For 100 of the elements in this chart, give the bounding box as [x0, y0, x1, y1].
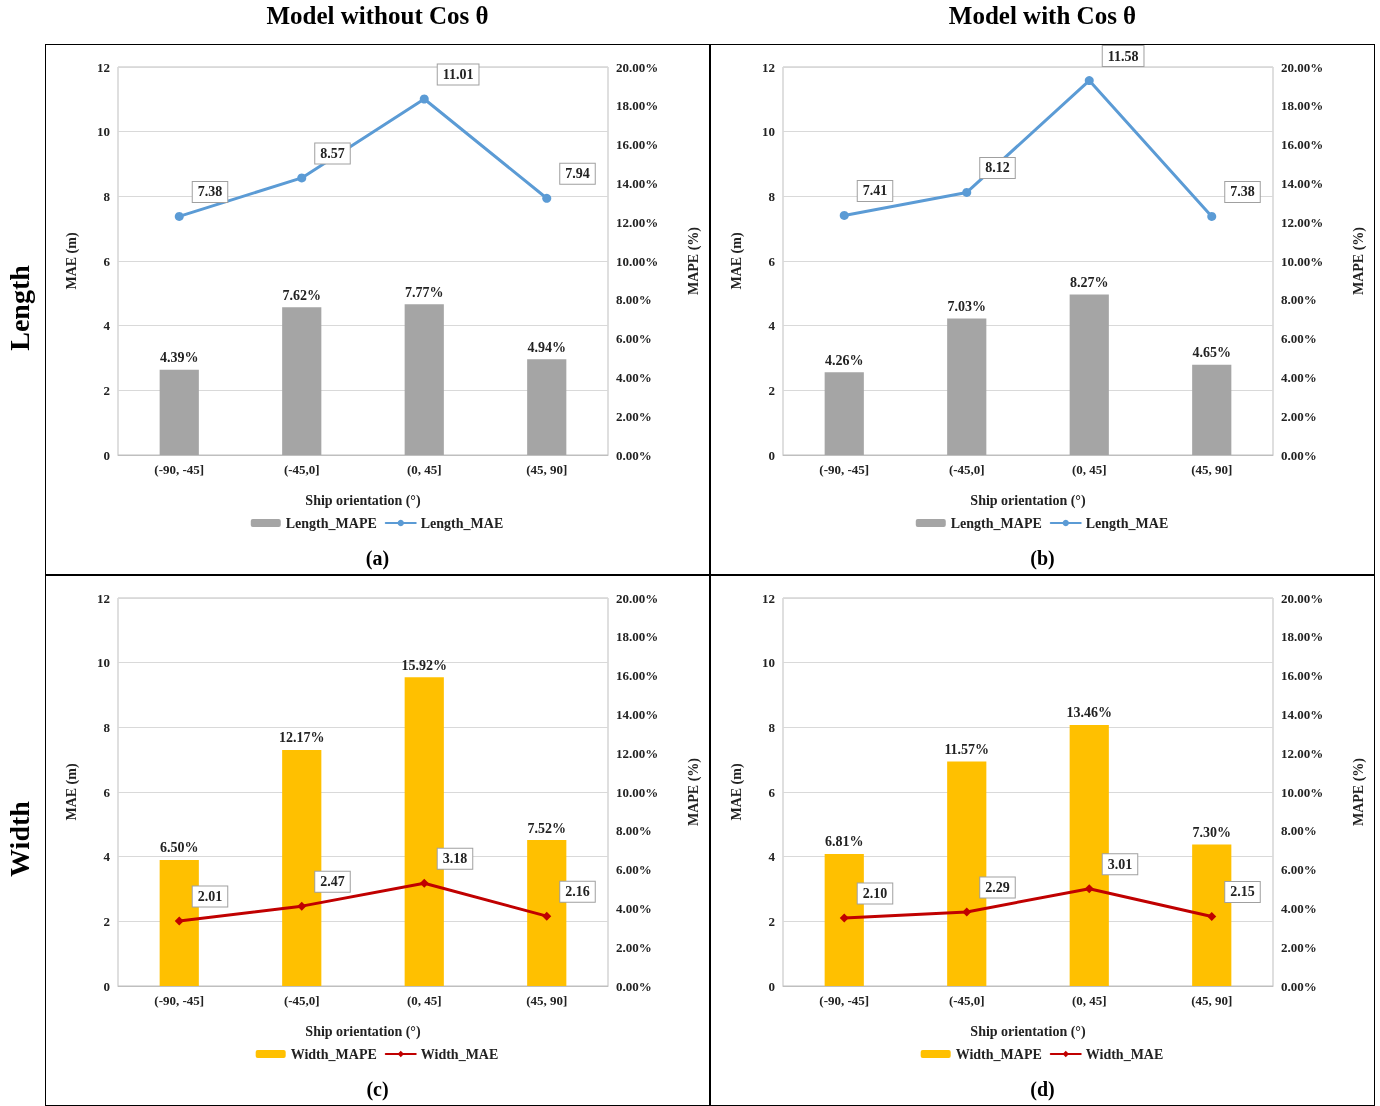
- x-tick-label: (0, 45]: [406, 993, 442, 1008]
- data-label: 7.52%: [527, 820, 566, 836]
- point: [839, 210, 849, 220]
- x-tick-label: (-90, -45]: [154, 993, 205, 1008]
- y2-tick-label: 18.00%: [1281, 629, 1324, 645]
- y-tick-label: 2: [103, 382, 110, 398]
- y2-tick-label: 2.00%: [1281, 939, 1317, 955]
- x-tick-label: (-45,0]: [283, 993, 320, 1008]
- x-tick-label: (45, 90]: [526, 462, 568, 477]
- legend-label: Width_MAE: [1085, 1046, 1164, 1062]
- point: [1084, 76, 1094, 86]
- y2-axis-title: MAPE (%): [685, 226, 702, 296]
- legend-label: Width_MAPE: [955, 1046, 1042, 1062]
- data-label: 13.46%: [1066, 705, 1112, 721]
- y-axis-title: MAE (m): [63, 232, 80, 290]
- legend-label: Length_MAE: [1085, 515, 1169, 531]
- data-label: 7.38: [197, 184, 223, 200]
- data-label: 11.01: [442, 67, 474, 83]
- data-label: 3.01: [1107, 856, 1133, 872]
- y2-tick-label: 16.00%: [1281, 668, 1324, 684]
- y2-tick-label: 8.00%: [616, 823, 652, 839]
- x-tick-label: (-90, -45]: [819, 993, 870, 1008]
- y2-tick-label: 20.00%: [616, 590, 659, 606]
- y-tick-label: 12: [97, 590, 110, 606]
- legend-label: Width_MAE: [420, 1046, 499, 1062]
- bar: [1192, 844, 1232, 986]
- point: [419, 878, 429, 888]
- text: (c): [365, 1078, 390, 1101]
- y2-tick-label: 6.00%: [616, 862, 652, 878]
- data-label: 4.39%: [160, 350, 199, 366]
- bar: [1192, 364, 1232, 455]
- y2-tick-label: 10.00%: [1281, 784, 1324, 800]
- y2-axis-title: MAPE (%): [1350, 757, 1367, 827]
- y2-tick-label: 18.00%: [616, 98, 659, 114]
- data-label: 6.81%: [825, 834, 864, 850]
- legend-label: Length_MAE: [420, 515, 504, 531]
- x-tick-label: (-45,0]: [283, 462, 320, 477]
- data-label: 7.41: [862, 183, 888, 199]
- y-tick-label: 12: [762, 590, 775, 606]
- bar: [282, 307, 322, 455]
- text: Width: [4, 799, 36, 879]
- y2-tick-label: 0.00%: [1281, 447, 1317, 463]
- y-tick-label: 0: [103, 978, 110, 994]
- x-tick-label: (0, 45]: [406, 462, 442, 477]
- y-tick-label: 10: [762, 124, 775, 140]
- y-tick-label: 6: [768, 253, 776, 269]
- y2-tick-label: 6.00%: [1281, 331, 1317, 347]
- y2-tick-label: 10.00%: [1281, 253, 1324, 269]
- bar: [947, 318, 987, 455]
- y2-tick-label: 0.00%: [616, 978, 652, 994]
- data-label: 4.65%: [1192, 345, 1231, 361]
- y-tick-label: 0: [768, 978, 775, 994]
- data-label: 7.77%: [405, 284, 444, 300]
- y-tick-label: 2: [768, 913, 775, 929]
- bar: [159, 369, 199, 455]
- y-tick-label: 12: [762, 59, 775, 75]
- y-tick-label: 4: [103, 318, 111, 334]
- y2-tick-label: 4.00%: [1281, 369, 1317, 385]
- point: [542, 911, 552, 921]
- data-label: 8.12: [985, 160, 1010, 176]
- y2-tick-label: 14.00%: [1281, 175, 1324, 191]
- y2-tick-label: 12.00%: [1281, 214, 1324, 230]
- bar: [947, 761, 987, 986]
- y2-tick-label: 14.00%: [616, 706, 659, 722]
- y-tick-label: 0: [768, 447, 775, 463]
- y2-tick-label: 2.00%: [1281, 408, 1317, 424]
- y2-tick-label: 0.00%: [616, 447, 652, 463]
- data-label: 3.18: [442, 851, 468, 867]
- x-tick-label: (0, 45]: [1071, 993, 1107, 1008]
- y-tick-label: 2: [768, 382, 775, 398]
- data-label: 15.92%: [401, 657, 447, 673]
- point: [297, 901, 307, 911]
- y2-axis-title: MAPE (%): [1350, 226, 1367, 296]
- data-label: 2.01: [197, 889, 223, 905]
- y-tick-label: 12: [97, 59, 110, 75]
- y2-tick-label: 8.00%: [1281, 823, 1317, 839]
- y-tick-label: 8: [103, 719, 111, 735]
- data-label: 4.26%: [825, 352, 864, 368]
- y-tick-label: 6: [103, 253, 111, 269]
- text: Length: [4, 263, 36, 353]
- y2-tick-label: 4.00%: [616, 369, 652, 385]
- data-label: 2.29: [985, 879, 1010, 895]
- legend-label: Length_MAPE: [285, 515, 377, 531]
- y2-tick-label: 8.00%: [616, 292, 652, 308]
- y2-tick-label: 6.00%: [616, 331, 652, 347]
- text: (d): [1029, 1078, 1056, 1101]
- y-tick-label: 4: [103, 849, 111, 865]
- y-axis-title: MAE (m): [63, 763, 80, 821]
- bar: [1069, 724, 1109, 986]
- y-axis-title: MAE (m): [728, 232, 745, 290]
- y2-tick-label: 4.00%: [616, 900, 652, 916]
- point: [1207, 211, 1217, 221]
- x-axis-title: Ship orientation (°): [305, 492, 421, 509]
- data-label: 4.94%: [527, 339, 566, 355]
- x-axis-title: Ship orientation (°): [970, 492, 1086, 509]
- data-label: 2.10: [862, 886, 888, 902]
- x-axis-title: Ship orientation (°): [970, 1023, 1086, 1040]
- y2-tick-label: 4.00%: [1281, 900, 1317, 916]
- y-tick-label: 4: [768, 849, 776, 865]
- text: (b): [1029, 547, 1056, 570]
